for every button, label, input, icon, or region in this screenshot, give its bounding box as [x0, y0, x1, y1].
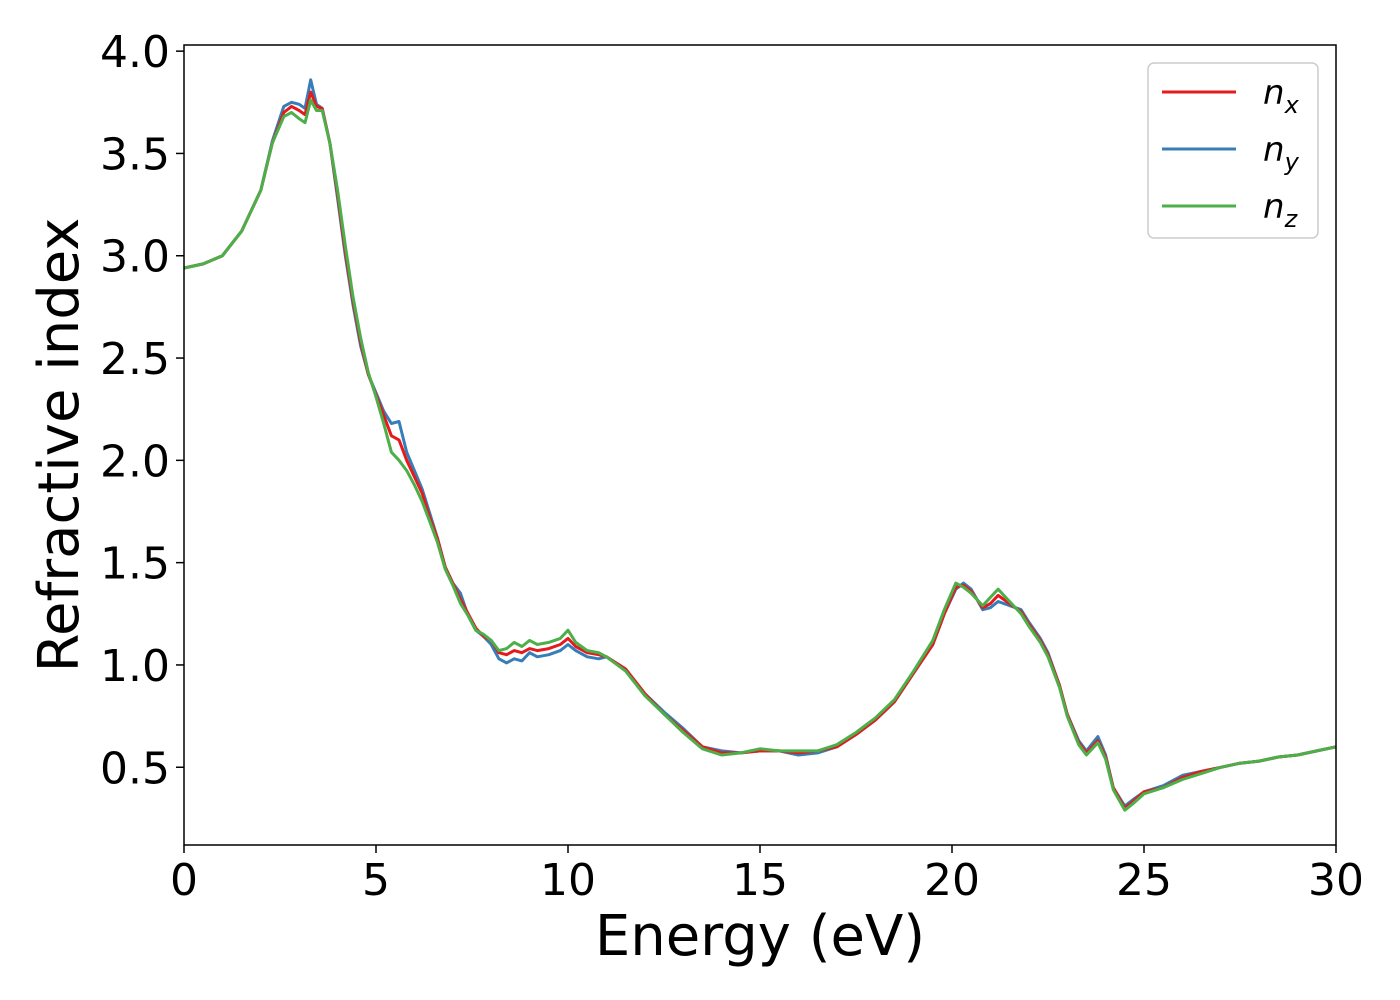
- series-line-n-z: [184, 98, 1336, 812]
- legend-label-n-x: nx: [1263, 73, 1300, 119]
- x-tick-label: 25: [1116, 855, 1172, 906]
- y-tick-label: 3.0: [100, 232, 170, 283]
- x-tick-label: 15: [732, 855, 788, 906]
- x-tick-label: 0: [170, 855, 198, 906]
- legend-label-n-y: ny: [1263, 130, 1300, 176]
- x-tick-label: 10: [540, 855, 596, 906]
- y-tick-label: 0.5: [100, 743, 170, 794]
- x-tick-label: 20: [924, 855, 980, 906]
- y-tick-label: 4.0: [100, 27, 170, 78]
- legend: nx ny nz: [1147, 62, 1319, 239]
- y-tick-label: 1.0: [100, 641, 170, 692]
- y-tick-label: 2.0: [100, 436, 170, 487]
- y-tick-label: 2.5: [100, 334, 170, 385]
- series-layer: [184, 78, 1336, 812]
- legend-label-n-z: nz: [1263, 187, 1299, 233]
- x-tick-label: 30: [1308, 855, 1364, 906]
- y-tick-label: 1.5: [100, 539, 170, 590]
- y-axis: 0.5 1.0 1.5 2.0 2.5 3.0 3.5 4.0: [100, 27, 184, 794]
- x-axis-title: Energy (eV): [595, 904, 925, 969]
- x-axis: 0 5 10 15 20 25 30: [170, 845, 1364, 906]
- y-tick-label: 3.5: [100, 129, 170, 180]
- x-tick-label: 5: [362, 855, 390, 906]
- y-axis-title: Refractive index: [27, 218, 92, 673]
